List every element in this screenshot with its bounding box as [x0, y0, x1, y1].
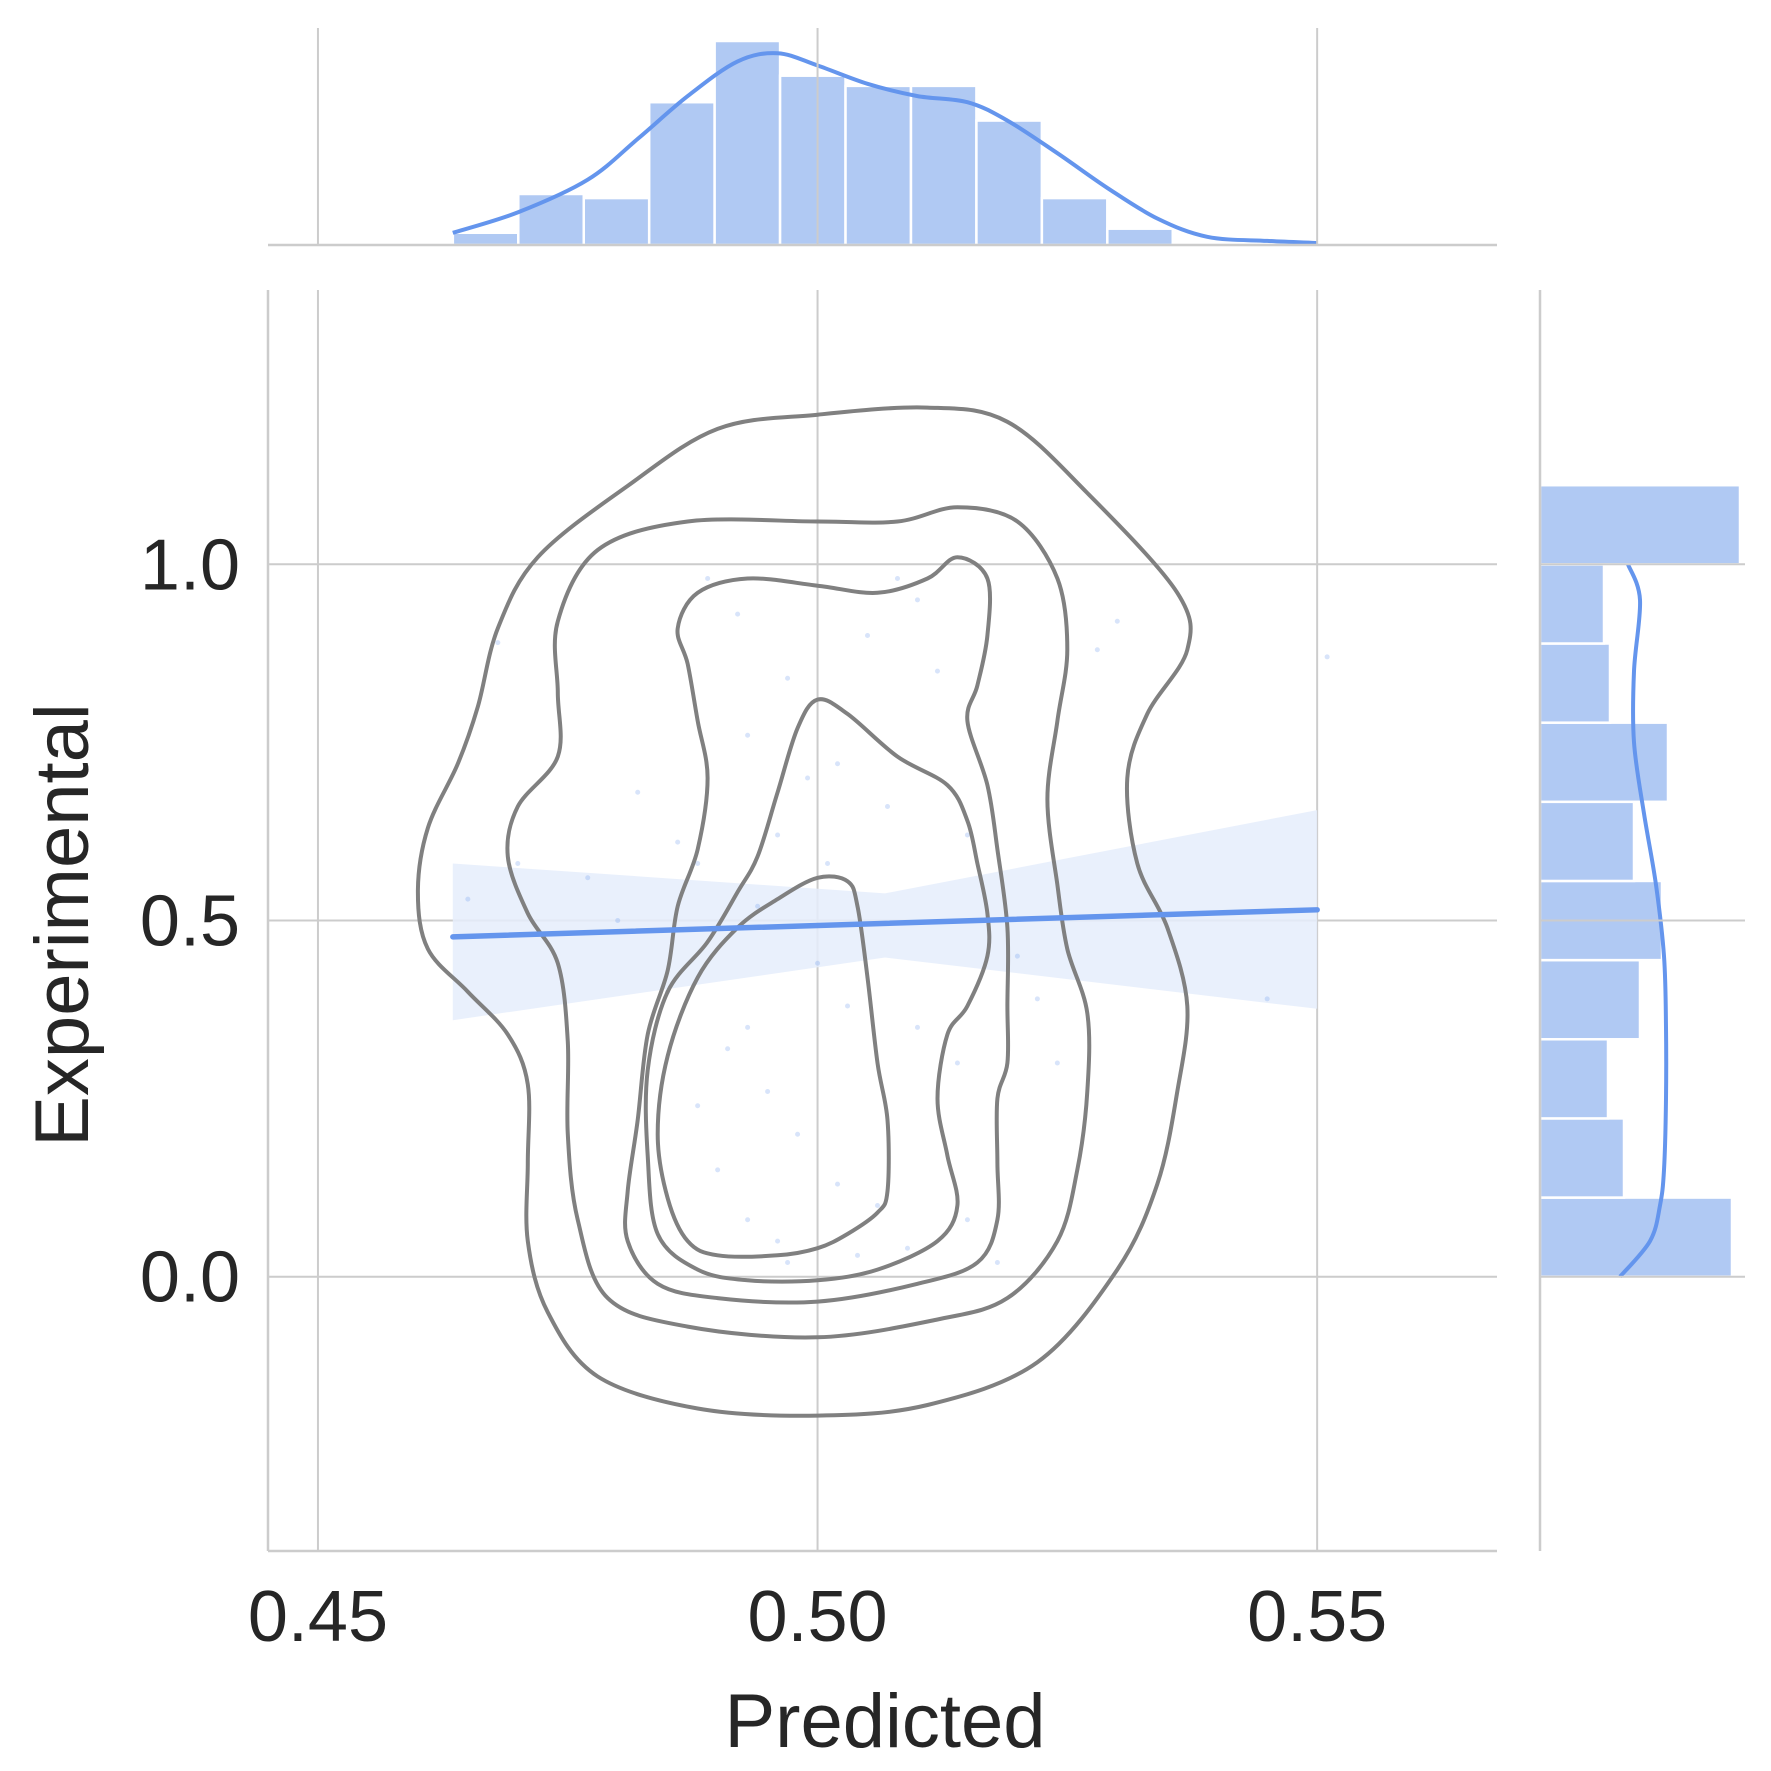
- y-marginal-bar-2: [1538, 1038, 1610, 1120]
- x-marginal-kde-curve: [452, 51, 1318, 245]
- kde-contour-3: [643, 697, 992, 1284]
- scatter-point-19: [725, 1046, 731, 1052]
- scatter-point-7: [805, 775, 811, 781]
- x-tick-label-2: 0.55: [1247, 1577, 1387, 1657]
- scatter-point-36: [1014, 953, 1020, 959]
- y-tick-label-1: 0.5: [140, 882, 240, 962]
- x-marginal-bar-4: [713, 39, 782, 247]
- scatter-point-38: [1054, 1060, 1060, 1066]
- y-marginal-bar-1: [1538, 1117, 1626, 1199]
- scatter-point-23: [875, 1202, 881, 1208]
- x-marginal-bar-6: [844, 84, 913, 247]
- scatter-point-20: [765, 1088, 771, 1094]
- scatter-point-21: [795, 1131, 801, 1137]
- scatter-point-0: [705, 576, 711, 582]
- scatter-point-9: [884, 804, 890, 810]
- x-tick-label-0: 0.45: [248, 1577, 388, 1657]
- scatter-point-8: [835, 761, 841, 767]
- y-tick-label-0: 0.0: [140, 1238, 240, 1318]
- x-marginal-bar-9: [1040, 196, 1109, 247]
- scatter-point-14: [755, 903, 761, 909]
- scatter-point-43: [1264, 996, 1270, 1002]
- scatter-point-4: [894, 576, 900, 582]
- tick-labels: 0.45 0.50 0.55 0.0 0.5 1.0: [140, 525, 1387, 1657]
- scatter-point-2: [785, 675, 791, 681]
- scatter-point-18: [954, 1060, 960, 1066]
- scatter-point-16: [845, 1003, 851, 1009]
- scatter-point-39: [1114, 618, 1120, 624]
- scatter-point-37: [1034, 996, 1040, 1002]
- scatter-point-22: [835, 1181, 841, 1187]
- x-marginal-histogram: [451, 39, 1318, 247]
- scatter-point-46: [825, 861, 831, 867]
- y-marginal-bar-9: [1538, 483, 1742, 566]
- grid: [268, 28, 1745, 1551]
- scatter-point-12: [635, 789, 641, 795]
- x-marginal-bar-2: [582, 196, 651, 247]
- x-marginal-bar-3: [647, 100, 716, 247]
- scatter-point-27: [904, 1245, 910, 1251]
- x-marginal-bar-7: [909, 84, 978, 247]
- scatter-point-48: [855, 1252, 861, 1258]
- scatter-point-29: [994, 1259, 1000, 1265]
- y-marginal-bar-3: [1538, 958, 1642, 1041]
- x-axis-label: Predicted: [724, 1679, 1045, 1764]
- scatter-point-41: [495, 640, 501, 646]
- kde-contour-4: [655, 874, 891, 1259]
- kde-contour-2: [623, 555, 1011, 1305]
- y-marginal-bar-5: [1538, 800, 1636, 883]
- regression-fit-line: [450, 907, 1320, 940]
- scatter-point-6: [745, 732, 751, 738]
- scatter-point-42: [1324, 654, 1330, 660]
- scatter-point-5: [914, 597, 920, 603]
- x-marginal-bar-5: [778, 74, 847, 247]
- scatter-point-28: [964, 1217, 970, 1223]
- scatter-point-1: [735, 611, 741, 617]
- scatter-point-10: [964, 832, 970, 838]
- scatter-point-24: [715, 1167, 721, 1173]
- kde-contours: [415, 405, 1193, 1418]
- scatter-point-11: [675, 839, 681, 845]
- scatter-point-35: [745, 1024, 751, 1030]
- scatter-point-31: [585, 875, 591, 881]
- scatter-point-30: [615, 918, 621, 923]
- axes-spines: [266, 243, 1542, 1553]
- y-marginal-bar-6: [1538, 721, 1670, 804]
- y-tick-label-2: 1.0: [140, 525, 240, 605]
- y-marginal-bar-0: [1538, 1196, 1734, 1278]
- scatter-point-49: [695, 1103, 701, 1109]
- x-marginal-bar-8: [975, 119, 1044, 247]
- scatter-point-40: [1094, 647, 1100, 653]
- scatter-point-26: [775, 1238, 781, 1244]
- scatter-point-44: [934, 668, 940, 674]
- x-marginal-bar-1: [517, 192, 585, 247]
- y-axis-label: Experimental: [20, 703, 105, 1147]
- y-marginal-bar-8: [1538, 563, 1606, 645]
- kde-contour-1: [505, 505, 1092, 1340]
- x-marginal-bar-10: [1106, 227, 1175, 247]
- scatter-point-17: [914, 1024, 920, 1030]
- kde-contour-0: [415, 405, 1193, 1418]
- scatter-point-32: [515, 861, 521, 867]
- scatter-point-45: [775, 832, 781, 838]
- scatter-point-15: [815, 960, 821, 966]
- y-marginal-histogram: [1538, 483, 1742, 1279]
- scatter-point-33: [465, 896, 471, 902]
- x-marginal-bar-0: [451, 231, 520, 247]
- scatter-point-47: [785, 1259, 791, 1265]
- x-tick-label-1: 0.50: [747, 1577, 887, 1657]
- y-marginal-kde-curve: [1618, 563, 1669, 1279]
- scatter-point-3: [865, 633, 871, 639]
- scatter-points: [465, 576, 1330, 1265]
- scatter-point-25: [745, 1217, 751, 1223]
- y-marginal-bar-7: [1538, 642, 1612, 724]
- scatter-point-13: [695, 861, 701, 867]
- regression-line: [450, 907, 1320, 940]
